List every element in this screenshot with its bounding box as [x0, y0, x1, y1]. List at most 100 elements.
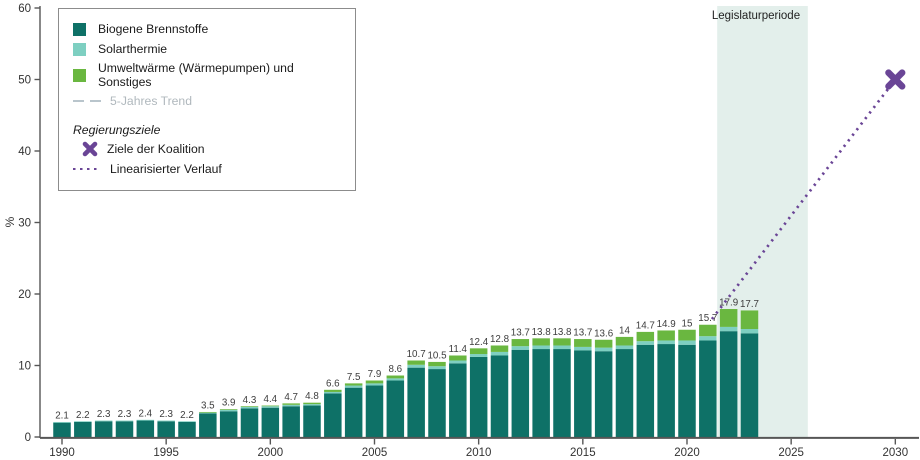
bar-segment: [240, 406, 259, 407]
bar-segment: [199, 412, 217, 414]
bar-segment: [178, 421, 196, 437]
bar-segment: [178, 421, 196, 422]
bar-value-label: 2.3: [118, 409, 132, 420]
bar-segment: [511, 339, 530, 347]
bar-value-label: 7.9: [368, 369, 382, 380]
bar-group-1998: 3.9: [219, 398, 238, 437]
legend-item-koalitionsziel: Ziele der Koalition: [82, 141, 343, 157]
bar-segment: [386, 375, 405, 379]
bar-segment: [740, 333, 759, 437]
x-tick-label: 1990: [49, 447, 75, 459]
bar-value-label: 8.6: [389, 364, 403, 375]
stacked-bars: 2.1 2.2 2.3 2.3 2.4 2.3 2.2 3.5 3.9 4.3 4.4 4.7 4.8 6…: [53, 298, 759, 437]
bar-value-label: 12.8: [490, 334, 510, 345]
bar-segment: [469, 356, 488, 437]
bar-group-2018: 14.7: [636, 320, 655, 437]
bar-group-1990: 2.1: [53, 410, 71, 437]
dotted-line-icon: [73, 167, 101, 171]
bar-segment: [199, 413, 217, 437]
bar-group-2007: 10.7: [407, 349, 426, 437]
bar-group-2020: 15: [678, 318, 696, 437]
y-tick-label: 0: [25, 432, 31, 444]
bar-value-label: 13.7: [511, 328, 530, 339]
bar-segment: [136, 419, 155, 421]
bar-segment: [94, 420, 113, 422]
bar-segment: [678, 340, 696, 345]
bar-value-label: 13.7: [573, 328, 592, 339]
bar-value-label: 14.7: [636, 320, 655, 331]
bar-group-2013: 13.8: [532, 327, 551, 437]
bar-value-label: 3.5: [201, 400, 215, 411]
bar-segment: [574, 346, 592, 351]
bar-segment: [553, 345, 571, 350]
bar-segment: [449, 355, 467, 361]
legend-label: Umweltwärme (Wärmepumpen) und Sonstiges: [98, 61, 294, 89]
bar-segment: [615, 336, 634, 346]
bar-segment: [344, 385, 363, 388]
bar-segment: [324, 391, 342, 394]
bar-segment: [657, 344, 675, 437]
bar-segment: [303, 405, 321, 437]
bar-segment: [407, 367, 425, 437]
bar-segment: [678, 344, 696, 437]
bar-value-label: 4.8: [305, 391, 319, 402]
dashed-line-icon: [73, 99, 101, 103]
x-tick-label: 2030: [883, 447, 909, 459]
bar-segment: [115, 420, 134, 422]
bar-segment: [240, 408, 259, 437]
bar-group-2004: 7.5: [344, 372, 363, 437]
bar-segment: [115, 421, 134, 437]
bar-group-2005: 7.9: [365, 369, 384, 437]
bar-segment: [719, 326, 738, 332]
legend-label: 5-Jahres Trend: [110, 94, 192, 108]
bar-segment: [282, 404, 300, 407]
bar-value-label: 4.3: [243, 395, 257, 406]
bar-value-label: 7.5: [347, 372, 361, 383]
bar-segment: [261, 406, 280, 408]
legend-item-solarthermie: Solarthermie: [73, 41, 343, 57]
x-marker-icon: [885, 69, 906, 90]
bar-segment: [449, 360, 467, 364]
bar-value-label: 12.4: [469, 337, 489, 348]
bar-group-1999: 4.3: [240, 395, 259, 437]
y-tick-label: 30: [18, 218, 31, 230]
bar-segment: [199, 411, 217, 413]
x-tick-label: 2015: [570, 447, 596, 459]
bar-group-2022: 17.9: [719, 298, 738, 437]
bar-value-label: 6.6: [326, 378, 340, 389]
bar-group-2017: 14: [615, 325, 634, 437]
bar-segment: [469, 354, 488, 357]
y-tick-label: 20: [18, 289, 31, 301]
bar-group-1996: 2.2: [178, 410, 196, 437]
bar-segment: [532, 345, 550, 350]
legend-label: Biogene Brennstoffe: [98, 22, 209, 36]
bar-value-label: 15.7: [698, 313, 717, 324]
bar-group-2000: 4.4: [261, 394, 280, 437]
chart-legend: Biogene Brennstoffe Solarthermie Umweltw…: [58, 8, 356, 191]
bar-group-2012: 13.7: [511, 328, 530, 437]
x-tick-label: 1995: [153, 447, 179, 459]
bar-group-2011: 12.8: [490, 334, 510, 437]
y-tick-label: 10: [18, 361, 31, 373]
bar-value-label: 11.4: [449, 344, 468, 355]
bar-value-label: 15: [682, 318, 693, 329]
bar-group-2010: 12.4: [469, 337, 489, 437]
bar-segment: [428, 366, 446, 370]
bar-segment: [365, 380, 384, 384]
bar-segment: [699, 336, 717, 341]
bar-group-2014: 13.8: [552, 327, 572, 437]
bar-segment: [740, 329, 759, 334]
bar-segment: [615, 349, 634, 437]
bar-segment: [157, 421, 175, 437]
legend-subtitle: Regierungsziele: [73, 123, 161, 137]
x-tick-label: 2005: [362, 447, 388, 459]
bar-group-1993: 2.3: [115, 409, 134, 437]
bar-segment: [365, 383, 384, 386]
bar-segment: [574, 339, 592, 347]
bar-segment: [303, 404, 321, 406]
bar-value-label: 14.9: [657, 319, 676, 330]
bar-segment: [365, 385, 384, 437]
bar-segment: [386, 378, 405, 381]
x-tick-label: 2025: [778, 447, 804, 459]
bar-segment: [74, 421, 92, 422]
